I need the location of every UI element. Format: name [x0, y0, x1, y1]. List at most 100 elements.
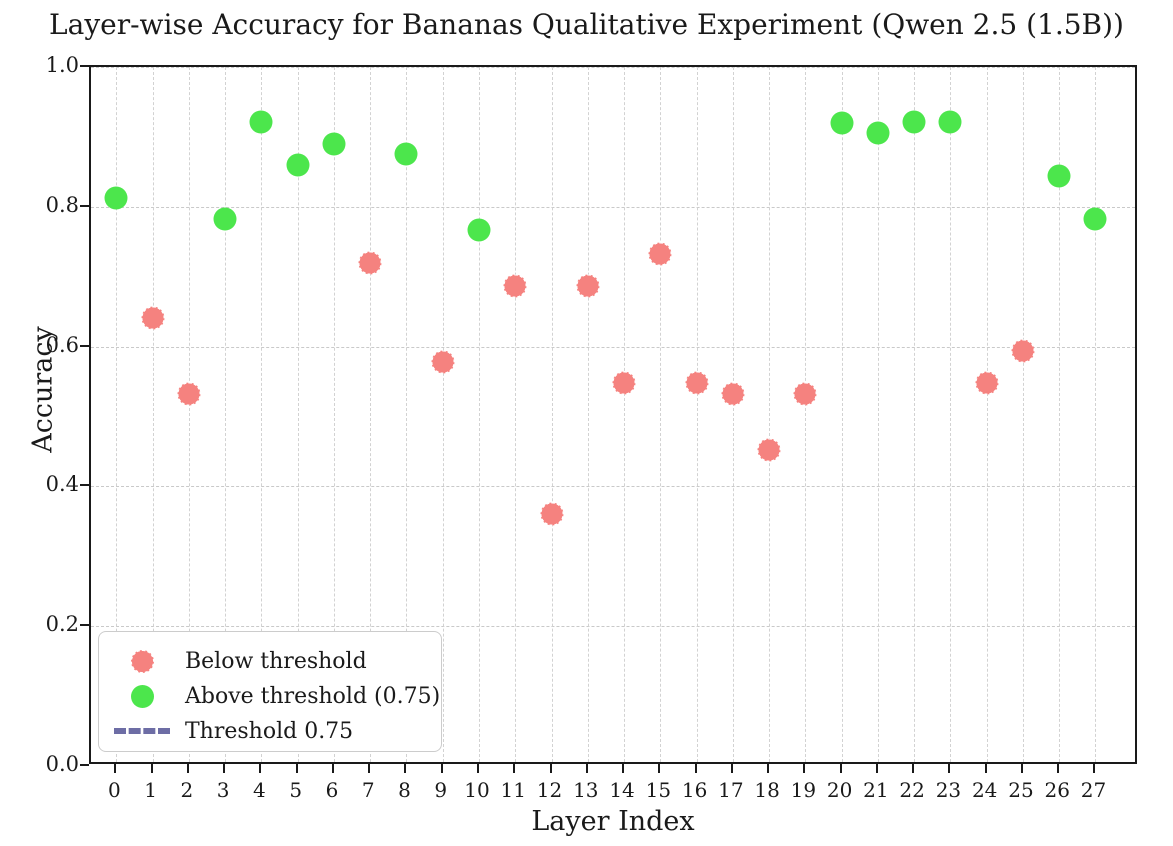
gridline-vertical	[370, 67, 372, 762]
data-point-above[interactable]	[467, 218, 491, 242]
x-tick-label: 27	[1080, 778, 1107, 802]
data-point-above[interactable]	[394, 142, 418, 166]
x-tick-mark	[186, 764, 189, 773]
x-tick-mark	[549, 764, 552, 773]
x-tick-mark	[730, 764, 733, 773]
x-tick-mark	[658, 764, 661, 773]
x-tick-label: 10	[464, 778, 490, 802]
gridline-vertical	[732, 67, 734, 762]
x-tick-mark	[114, 764, 117, 773]
y-tick-mark	[80, 764, 89, 766]
data-point-below[interactable]	[757, 438, 781, 462]
x-tick-label: 20	[826, 778, 853, 802]
data-point-above[interactable]	[938, 110, 962, 134]
x-tick-mark	[912, 764, 915, 773]
x-tick-label: 7	[361, 778, 375, 802]
x-tick-label: 0	[108, 778, 121, 802]
x-tick-label: 8	[398, 778, 411, 802]
x-tick-mark	[1020, 764, 1023, 773]
y-tick-mark	[80, 65, 89, 67]
data-point-below[interactable]	[576, 274, 600, 298]
legend-item-label: Below threshold	[185, 648, 367, 674]
y-tick-label: 0.4	[45, 472, 79, 497]
gridline-vertical	[152, 67, 154, 762]
data-point-above[interactable]	[902, 110, 926, 134]
gridline-horizontal	[91, 206, 1135, 208]
x-tick-label: 26	[1044, 778, 1070, 802]
y-tick-label: 0.0	[45, 752, 79, 776]
legend-circle-below-icon	[130, 649, 154, 673]
data-point-below[interactable]	[358, 251, 382, 275]
data-point-below[interactable]	[793, 382, 817, 406]
x-tick-mark	[622, 764, 625, 773]
x-tick-mark	[948, 764, 951, 773]
gridline-vertical	[116, 67, 118, 762]
x-tick-mark	[803, 764, 806, 773]
data-point-below[interactable]	[141, 306, 165, 330]
legend-dashed-line-icon	[114, 728, 170, 734]
x-tick-label: 19	[790, 778, 817, 802]
data-point-above[interactable]	[104, 186, 128, 210]
x-tick-label: 23	[935, 778, 962, 802]
x-tick-label: 18	[754, 778, 780, 802]
x-tick-label: 6	[325, 778, 339, 802]
x-tick-mark	[477, 764, 479, 773]
plot-inner	[91, 67, 1135, 762]
x-tick-label: 9	[434, 778, 448, 802]
x-tick-mark	[368, 764, 371, 773]
x-tick-label: 25	[1008, 778, 1034, 802]
data-point-below[interactable]	[503, 274, 527, 298]
x-tick-mark	[259, 764, 262, 773]
legend-item-label: Above threshold (0.75)	[185, 683, 441, 709]
x-tick-label: 1	[144, 778, 158, 802]
x-tick-label: 24	[971, 778, 998, 802]
gridline-vertical	[769, 67, 771, 762]
chart-title: Layer-wise Accuracy for Bananas Qualitat…	[49, 8, 1124, 41]
data-point-below[interactable]	[721, 382, 745, 406]
gridline-vertical	[297, 67, 299, 762]
gridline-horizontal	[91, 346, 1135, 348]
x-tick-mark	[331, 764, 334, 773]
data-point-above[interactable]	[286, 153, 310, 177]
gridline-vertical	[1095, 67, 1097, 762]
data-point-above[interactable]	[866, 121, 890, 145]
gridline-vertical	[950, 67, 952, 762]
data-point-below[interactable]	[431, 350, 455, 374]
x-tick-mark	[150, 764, 153, 773]
legend-item[interactable]: Above threshold (0.75)	[99, 677, 441, 715]
x-tick-mark	[839, 764, 842, 773]
x-tick-label: 17	[718, 778, 744, 802]
data-point-below[interactable]	[612, 371, 636, 395]
data-point-above[interactable]	[830, 111, 854, 135]
data-point-below[interactable]	[685, 371, 709, 395]
data-point-above[interactable]	[322, 132, 346, 156]
data-point-above[interactable]	[1047, 164, 1071, 188]
legend-circle-above-icon	[130, 684, 154, 708]
gridline-vertical	[986, 67, 988, 762]
x-tick-mark	[513, 764, 516, 773]
x-tick-label: 14	[609, 778, 635, 802]
x-axis-label: Layer Index	[531, 806, 695, 837]
data-point-above[interactable]	[249, 110, 273, 134]
data-point-above[interactable]	[213, 207, 237, 231]
data-point-below[interactable]	[1011, 339, 1035, 363]
gridline-vertical	[1059, 67, 1061, 762]
x-tick-mark	[404, 764, 407, 773]
gridline-vertical	[805, 67, 807, 762]
gridline-horizontal	[91, 626, 1135, 628]
y-tick-mark	[80, 344, 89, 347]
data-point-below[interactable]	[540, 502, 564, 526]
gridline-vertical	[479, 67, 480, 762]
x-tick-label: 22	[899, 778, 925, 802]
legend-item[interactable]: Threshold 0.75	[99, 712, 441, 750]
y-tick-mark	[80, 484, 89, 487]
data-point-below[interactable]	[177, 382, 201, 406]
x-tick-mark	[295, 764, 298, 773]
data-point-above[interactable]	[1083, 207, 1107, 231]
legend-handle-above	[99, 684, 185, 708]
data-point-below[interactable]	[648, 242, 672, 266]
data-point-below[interactable]	[975, 371, 999, 395]
x-tick-mark	[984, 764, 987, 773]
legend-item[interactable]: Below threshold	[99, 642, 441, 680]
